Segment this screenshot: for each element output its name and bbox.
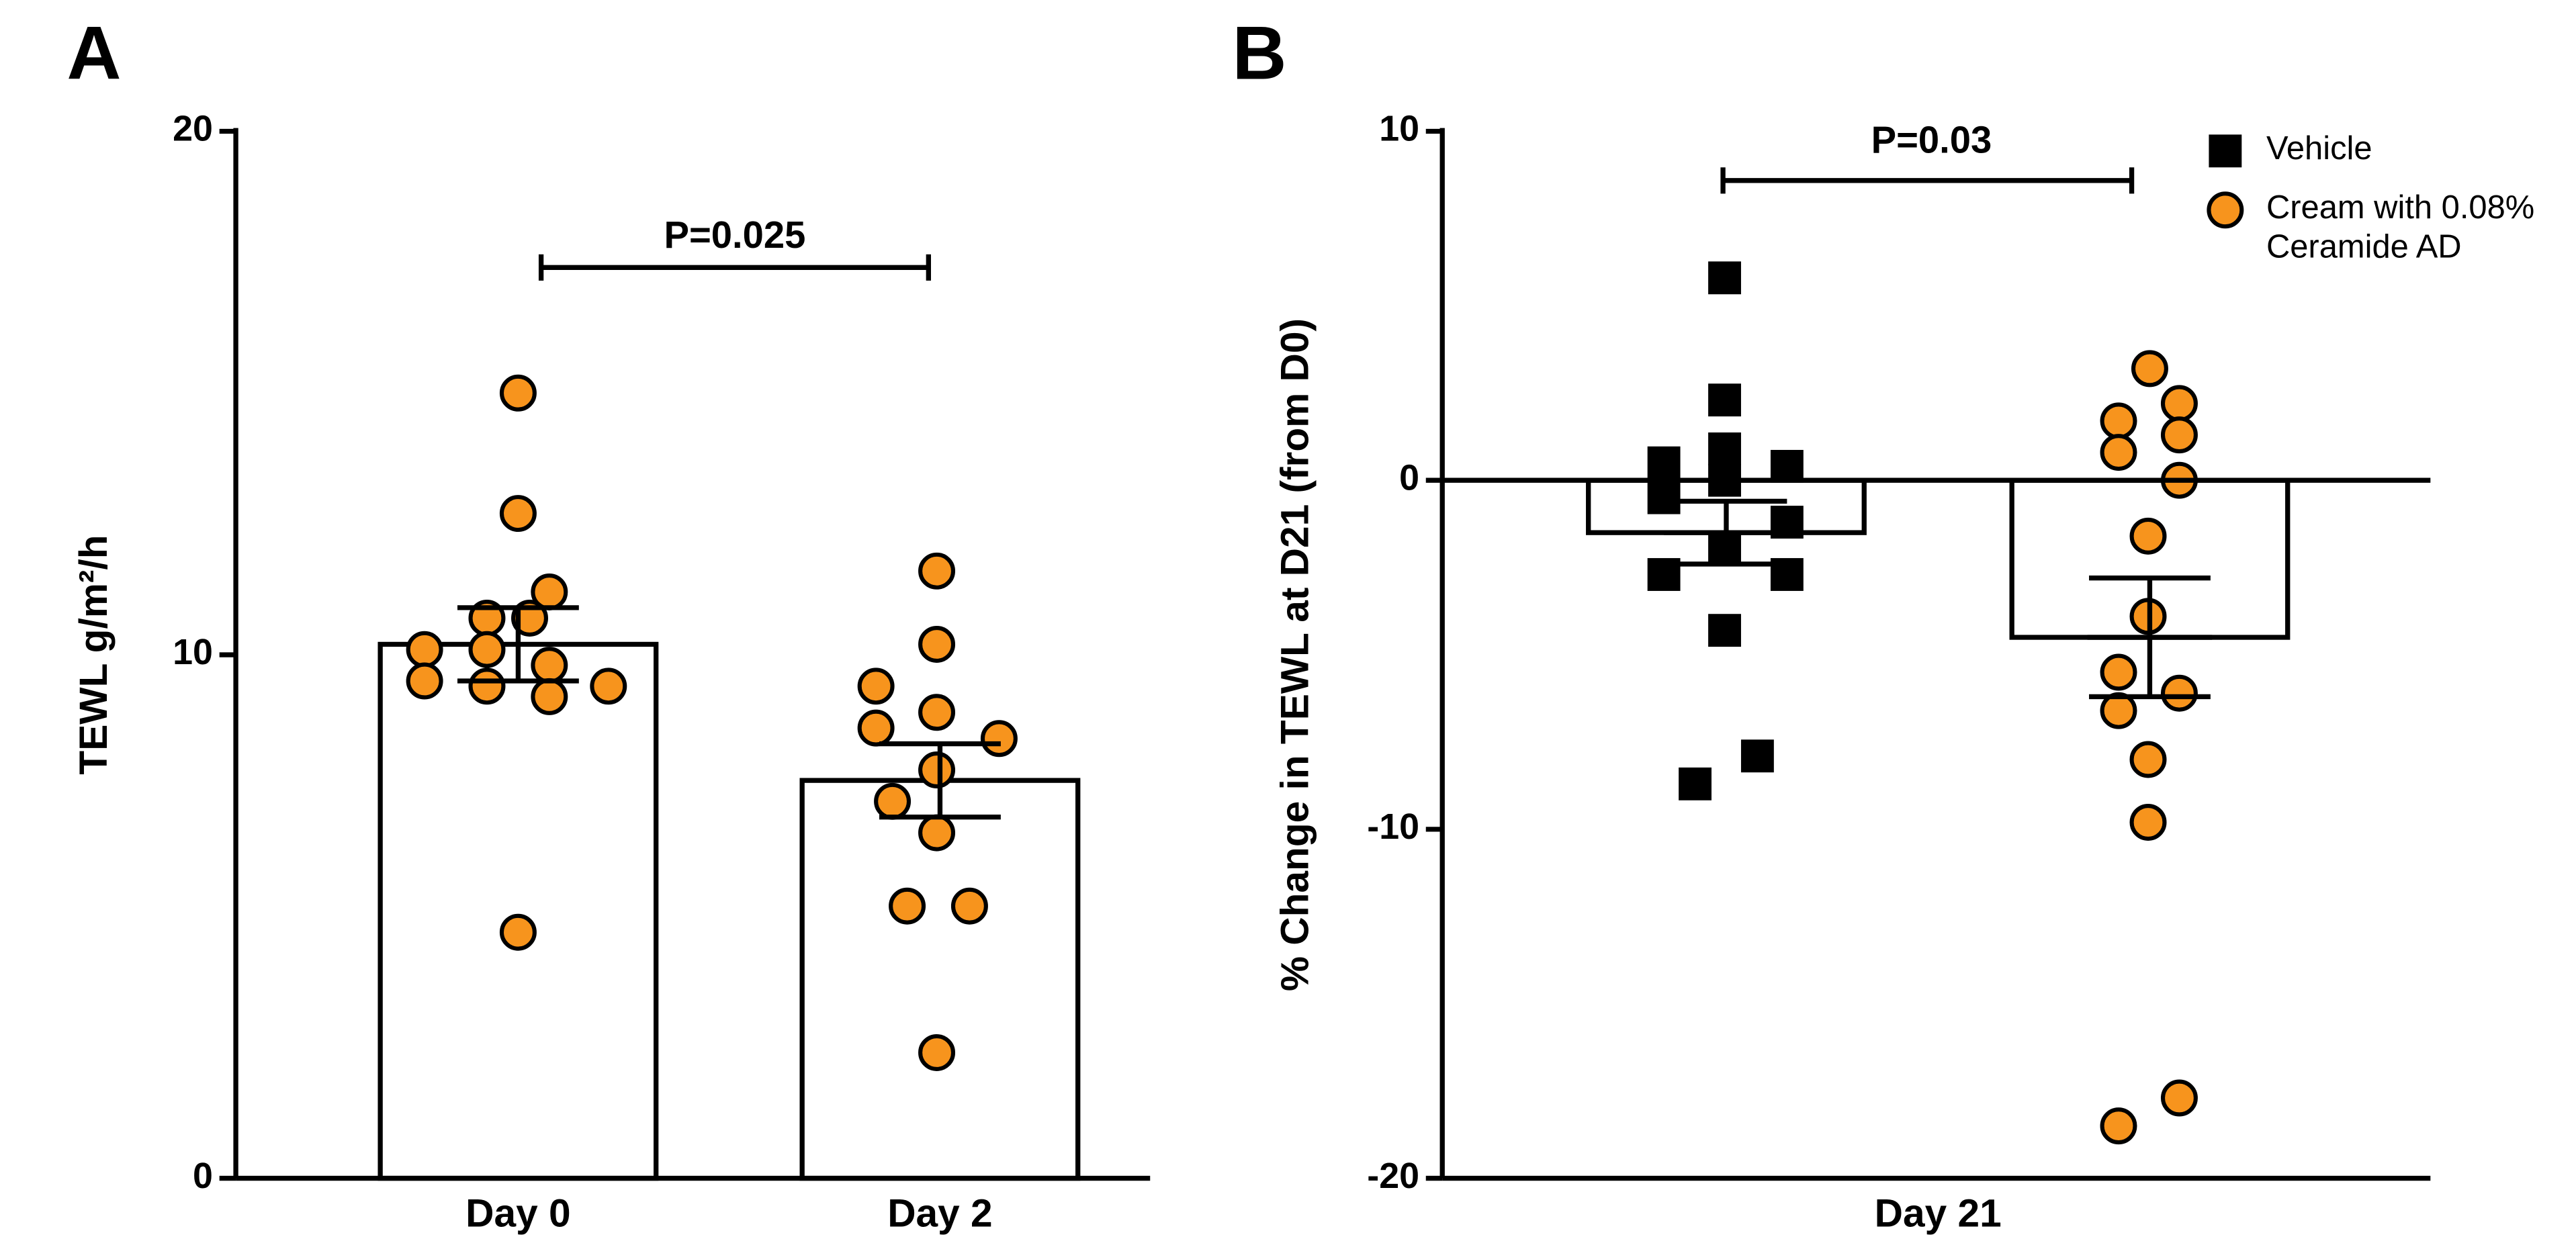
legend-label: Cream with 0.08% Ceramide AD	[2266, 190, 2535, 266]
bar	[377, 641, 659, 1181]
panel-label: A	[66, 11, 121, 95]
data-point	[918, 552, 956, 590]
data-point	[2160, 1079, 2198, 1117]
legend-label: Vehicle	[2266, 131, 2372, 168]
data-point	[406, 631, 443, 668]
y-axis-label: % Change in TEWL at D21 (from D0)	[1274, 318, 1317, 991]
data-point	[2100, 1107, 2137, 1145]
data-point	[2100, 692, 2137, 729]
data-point	[2100, 653, 2137, 691]
data-point	[590, 668, 627, 705]
data-point	[1647, 446, 1681, 479]
data-point	[2129, 741, 2167, 778]
legend-entry: Vehicle	[2266, 131, 2372, 168]
y-tick-label: 10	[173, 632, 213, 672]
data-point	[2160, 416, 2198, 454]
data-point	[918, 751, 956, 789]
data-point	[918, 814, 956, 852]
data-point	[468, 631, 506, 668]
error-bar	[457, 605, 579, 684]
data-point	[918, 1034, 956, 1071]
data-point	[2160, 674, 2198, 712]
data-point	[1770, 449, 1804, 483]
data-point	[2100, 434, 2137, 471]
data-point	[406, 662, 443, 700]
y-tick-label: -20	[1367, 1156, 1419, 1196]
y-axis-label: TEWL g/m²/h	[72, 535, 116, 774]
x-tick-label: Day 0	[465, 1191, 570, 1235]
y-tick-label: 10	[1379, 109, 1419, 149]
panel-label: B	[1232, 11, 1286, 95]
data-point	[950, 887, 988, 925]
significance-bracket	[538, 254, 931, 281]
data-point	[2131, 350, 2168, 387]
data-point	[1647, 481, 1681, 514]
legend-entry: Cream with 0.08% Ceramide AD	[2266, 190, 2535, 266]
data-point	[874, 782, 912, 820]
data-point	[889, 887, 926, 925]
error-bar	[879, 741, 1001, 820]
data-point	[1708, 383, 1741, 417]
data-point	[1708, 261, 1741, 295]
y-tick-label: 20	[173, 109, 213, 149]
annotation: P=0.025	[664, 214, 806, 256]
data-point	[2129, 517, 2167, 555]
x-tick-label: Day 2	[887, 1191, 992, 1235]
y-tick-label: -10	[1367, 807, 1419, 847]
data-point	[857, 668, 895, 705]
data-point	[2100, 402, 2137, 440]
legend-marker	[2209, 134, 2242, 168]
legend-marker	[2207, 191, 2244, 229]
data-point	[1708, 432, 1741, 465]
data-point	[857, 709, 895, 747]
data-point	[531, 678, 568, 715]
data-point	[499, 913, 537, 951]
data-point	[980, 720, 1018, 758]
data-point	[499, 495, 537, 533]
data-point	[499, 374, 537, 412]
data-point	[468, 668, 506, 705]
annotation: P=0.03	[1871, 118, 1992, 160]
data-point	[1740, 739, 1774, 773]
data-point	[1708, 614, 1741, 647]
error-bar	[2089, 576, 2211, 700]
y-tick-label: 0	[193, 1156, 213, 1196]
data-point	[2160, 385, 2198, 422]
x-tick-label: Day 21	[1875, 1191, 2002, 1235]
error-bar	[1665, 498, 1787, 567]
data-point	[918, 625, 956, 663]
data-point	[918, 694, 956, 731]
y-tick-label: 0	[1399, 457, 1419, 498]
data-point	[1679, 767, 1712, 800]
data-point	[531, 647, 568, 684]
data-point	[2129, 804, 2167, 841]
significance-bracket	[1720, 167, 2135, 194]
